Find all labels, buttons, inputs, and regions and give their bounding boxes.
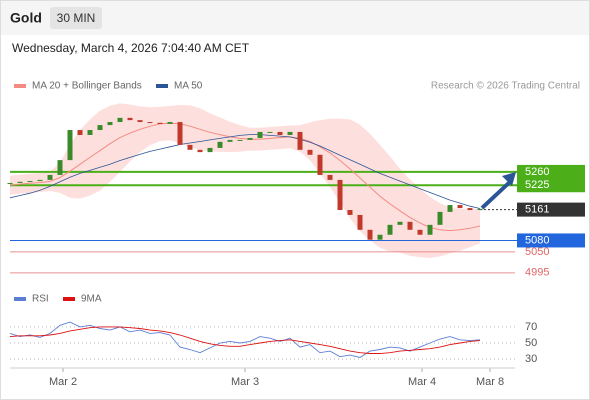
candle: [197, 149, 203, 153]
candle: [277, 131, 283, 135]
level-box: [517, 202, 585, 217]
credit: Research © 2026 Trading Central: [431, 81, 580, 92]
candle: [317, 154, 323, 175]
candle: [177, 122, 183, 145]
candle: [117, 117, 123, 123]
candle: [337, 179, 343, 210]
legend-label: 9MA: [81, 294, 102, 305]
candle: [437, 211, 443, 225]
candle: [137, 120, 143, 123]
candle: [97, 125, 103, 131]
candle: [387, 224, 393, 235]
candle: [377, 234, 383, 240]
candle: [477, 208, 483, 210]
candle: [227, 139, 233, 142]
candle: [287, 131, 293, 135]
candle: [57, 160, 63, 175]
candle: [397, 221, 403, 225]
legend-swatch: [63, 297, 75, 301]
level-label: 5161: [525, 204, 549, 216]
legend-label: RSI: [32, 294, 49, 305]
candle: [417, 229, 423, 235]
candle: [87, 130, 93, 135]
x-tick-label: Mar 8: [476, 376, 504, 388]
y-tick-label: 50: [525, 337, 537, 349]
candle: [17, 181, 23, 183]
candle: [297, 131, 303, 150]
candle: [327, 174, 333, 180]
candle: [207, 147, 213, 153]
candle: [7, 182, 13, 184]
x-tick-label: Mar 2: [49, 376, 77, 388]
rsi-line: [9, 326, 481, 354]
x-tick-label: Mar 4: [408, 376, 436, 388]
legend-label: MA 50: [174, 81, 203, 92]
candle: [27, 181, 33, 183]
x-tick-label: Mar 3: [231, 376, 259, 388]
candle: [467, 208, 473, 210]
candle: [347, 209, 353, 215]
candle: [157, 122, 163, 124]
level-label: 5050: [525, 246, 549, 258]
candle: [247, 138, 253, 140]
level-box: [517, 178, 585, 193]
candle: [257, 131, 263, 139]
date: Wednesday, March 4, 2026 7:04:40 AM CET: [12, 41, 250, 55]
candle: [67, 130, 73, 161]
ma-line: [9, 122, 481, 232]
legend-label: MA 20 + Bollinger Bands: [32, 81, 142, 92]
candle: [107, 122, 113, 126]
y-tick-label: 70: [525, 321, 537, 333]
legend-swatch: [14, 297, 26, 301]
ma-line: [9, 134, 481, 209]
level-label: 5225: [525, 179, 549, 191]
level-label: 5080: [525, 234, 549, 246]
candle: [407, 221, 413, 230]
candle: [187, 144, 193, 150]
instrument: Gold: [10, 10, 42, 26]
candle: [357, 214, 363, 230]
legend-swatch: [14, 84, 26, 88]
candle: [167, 122, 173, 124]
level-label: 4995: [525, 267, 549, 279]
candle: [217, 141, 223, 148]
timeframe[interactable]: 30 MIN: [57, 11, 96, 25]
candle: [267, 131, 273, 133]
timeframe-box[interactable]: [50, 7, 102, 29]
candle: [307, 149, 313, 155]
candle: [77, 130, 83, 135]
candle: [147, 122, 153, 124]
candle: [457, 205, 463, 209]
candle: [367, 229, 373, 240]
y-tick-label: 30: [525, 353, 537, 365]
rsi-line: [9, 321, 481, 358]
level-label: 5260: [525, 166, 549, 178]
forecast-arrow: [480, 178, 514, 210]
legend-swatch: [156, 84, 168, 88]
candle: [427, 224, 433, 235]
candle: [47, 174, 53, 180]
candle: [447, 205, 453, 212]
candle: [37, 179, 43, 182]
arrow-head: [502, 172, 516, 186]
candle: [237, 139, 243, 141]
level-box: [517, 164, 585, 179]
candle: [127, 117, 133, 121]
level-box: [517, 233, 585, 248]
